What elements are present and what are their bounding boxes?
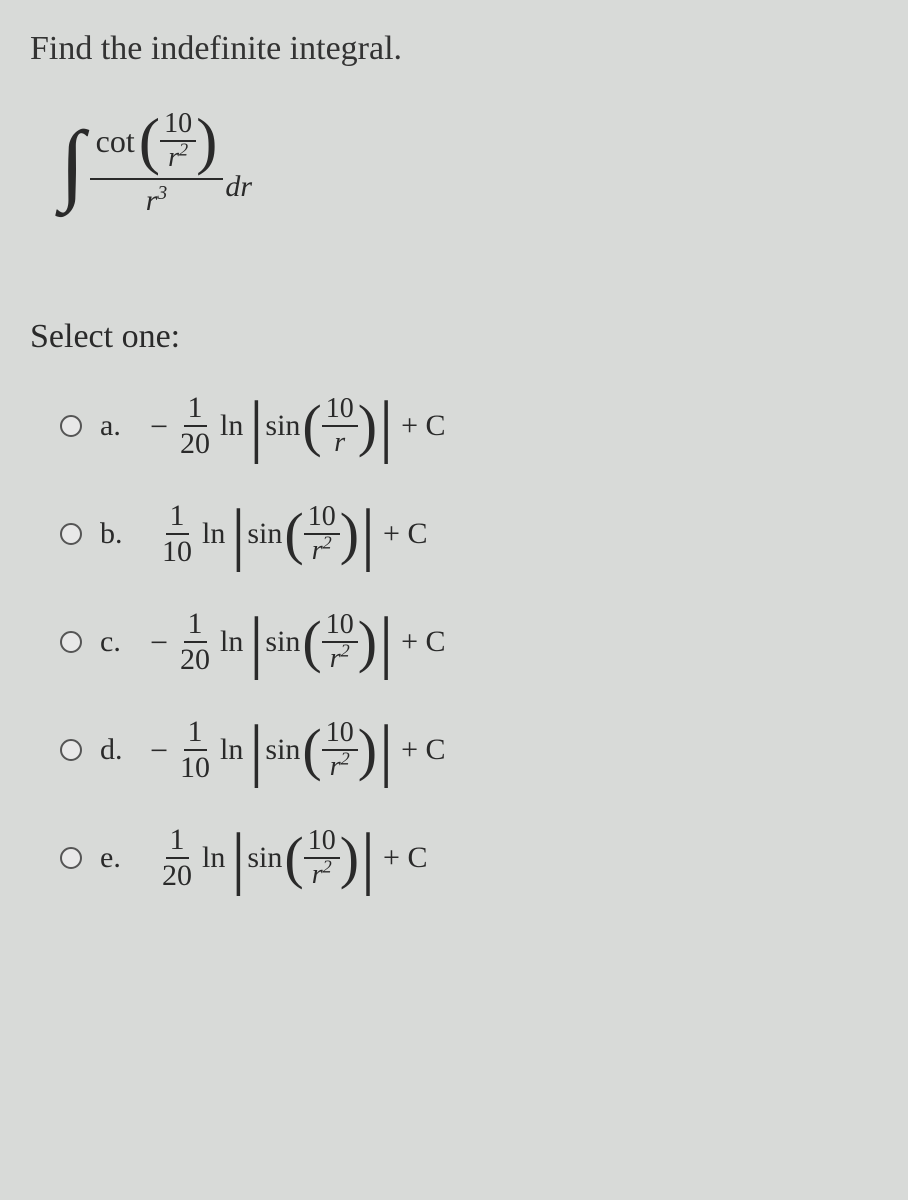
radio-a[interactable] <box>60 415 82 437</box>
paren-left: ( <box>139 115 160 166</box>
coef-c: 1 20 <box>176 607 214 677</box>
coef-a: 1 20 <box>176 391 214 461</box>
plus-c-b: + C <box>383 517 427 551</box>
select-one-label: Select one: <box>30 318 878 356</box>
dr-label: dr <box>225 170 252 204</box>
arg-c: 10 r2 <box>322 609 358 675</box>
integrand-fraction: cot ( 10 r2 ) r3 <box>90 108 224 218</box>
coef-e: 1 20 <box>158 823 196 893</box>
plus-c-e: + C <box>383 841 427 875</box>
abs-right-b: | <box>359 510 377 559</box>
arg-rparen-d: ) <box>358 730 377 771</box>
radio-c[interactable] <box>60 631 82 653</box>
plus-c-d: + C <box>401 733 445 767</box>
arg-lparen-b: ( <box>284 514 303 555</box>
integral-expression: ∫ cot ( 10 r2 ) r3 dr <box>60 108 878 218</box>
radio-d[interactable] <box>60 739 82 761</box>
option-e[interactable]: e. 1 20 ln | sin ( 10 r2 ) | + C <box>60 818 878 898</box>
abs-right-e: | <box>359 834 377 883</box>
sin-a: sin <box>265 409 300 443</box>
ln-e: ln <box>202 841 225 875</box>
arg-lparen-a: ( <box>302 406 321 447</box>
arg-rparen-c: ) <box>358 622 377 663</box>
option-label-d: d. <box>100 733 150 767</box>
abs-left-c: | <box>247 618 265 667</box>
sin-d: sin <box>265 733 300 767</box>
abs-right-d: | <box>377 726 395 775</box>
sign-d: − <box>150 732 168 769</box>
sign-a: − <box>150 408 168 445</box>
abs-right-c: | <box>377 618 395 667</box>
option-label-b: b. <box>100 517 150 551</box>
ln-a: ln <box>220 409 243 443</box>
arg-e: 10 r2 <box>304 825 340 891</box>
option-b[interactable]: b. 1 10 ln | sin ( 10 r2 ) | + C <box>60 494 878 574</box>
option-a[interactable]: a. − 1 20 ln | sin ( 10 r ) | + C <box>60 386 878 466</box>
cot-arg-den: r2 <box>164 142 192 174</box>
option-expr-b: 1 10 ln | sin ( 10 r2 ) | + C <box>150 499 427 569</box>
sin-c: sin <box>265 625 300 659</box>
plus-c-c: + C <box>401 625 445 659</box>
option-d[interactable]: d. − 1 10 ln | sin ( 10 r2 ) | + C <box>60 710 878 790</box>
abs-right-a: | <box>377 402 395 451</box>
option-expr-a: − 1 20 ln | sin ( 10 r ) | + C <box>150 391 446 461</box>
coef-d: 1 10 <box>176 715 214 785</box>
cot-arg-fraction: 10 r2 <box>160 108 196 174</box>
options-list: a. − 1 20 ln | sin ( 10 r ) | + C b. 1 <box>30 386 878 898</box>
option-expr-d: − 1 10 ln | sin ( 10 r2 ) | + C <box>150 715 446 785</box>
abs-left-b: | <box>229 510 247 559</box>
arg-d: 10 r2 <box>322 717 358 783</box>
arg-rparen-e: ) <box>340 838 359 879</box>
arg-lparen-d: ( <box>302 730 321 771</box>
sign-c: − <box>150 624 168 661</box>
option-expr-c: − 1 20 ln | sin ( 10 r2 ) | + C <box>150 607 446 677</box>
sin-e: sin <box>247 841 282 875</box>
abs-left-d: | <box>247 726 265 775</box>
plus-c-a: + C <box>401 409 445 443</box>
question-prompt: Find the indefinite integral. <box>30 30 878 68</box>
option-label-a: a. <box>100 409 150 443</box>
option-label-e: e. <box>100 841 150 875</box>
radio-e[interactable] <box>60 847 82 869</box>
abs-left-e: | <box>229 834 247 883</box>
arg-lparen-e: ( <box>284 838 303 879</box>
radio-b[interactable] <box>60 523 82 545</box>
option-c[interactable]: c. − 1 20 ln | sin ( 10 r2 ) | + C <box>60 602 878 682</box>
ln-c: ln <box>220 625 243 659</box>
option-expr-e: 1 20 ln | sin ( 10 r2 ) | + C <box>150 823 427 893</box>
paren-right: ) <box>196 115 217 166</box>
abs-left-a: | <box>247 402 265 451</box>
arg-b: 10 r2 <box>304 501 340 567</box>
arg-lparen-c: ( <box>302 622 321 663</box>
option-label-c: c. <box>100 625 150 659</box>
arg-a: 10 r <box>322 393 358 459</box>
ln-b: ln <box>202 517 225 551</box>
coef-b: 1 10 <box>158 499 196 569</box>
sin-b: sin <box>247 517 282 551</box>
ln-d: ln <box>220 733 243 767</box>
cot-label: cot <box>96 123 135 160</box>
integrand-den: r3 <box>140 180 173 218</box>
integral-sign: ∫ <box>60 112 85 215</box>
cot-arg-num: 10 <box>160 108 196 142</box>
arg-rparen-b: ) <box>340 514 359 555</box>
arg-rparen-a: ) <box>358 406 377 447</box>
